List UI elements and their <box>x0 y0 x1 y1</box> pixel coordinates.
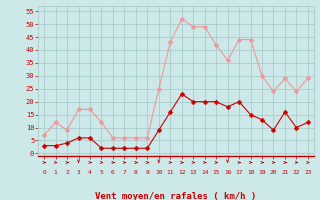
X-axis label: Vent moyen/en rafales ( km/h ): Vent moyen/en rafales ( km/h ) <box>95 192 257 200</box>
